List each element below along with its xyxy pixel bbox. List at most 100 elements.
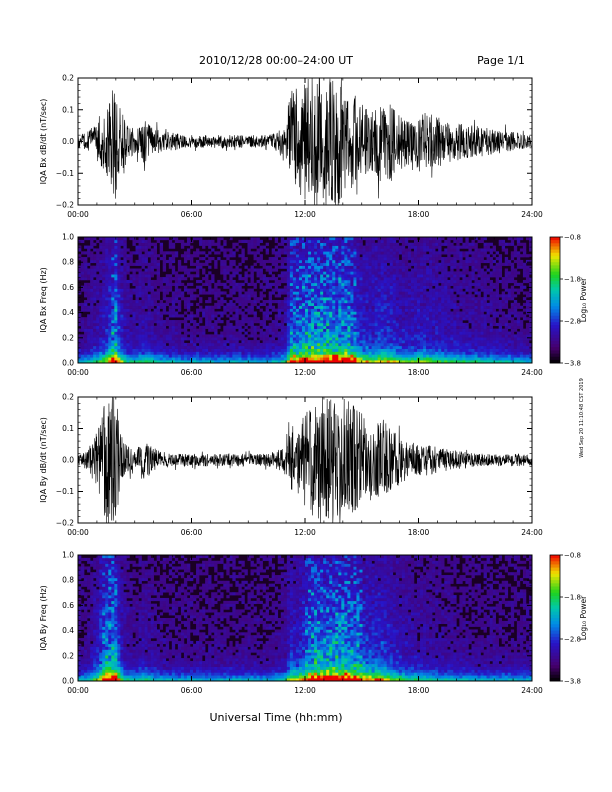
spectrogram-cell	[401, 279, 406, 284]
spectrogram-cell	[459, 325, 463, 329]
spectrogram-cell	[108, 265, 112, 269]
spectrogram-cell	[407, 348, 412, 352]
spectrogram-cell	[90, 237, 94, 241]
spectrogram-cell	[81, 340, 85, 344]
spectrogram-cell	[365, 334, 369, 338]
spectrogram-cell	[244, 271, 248, 275]
spectrogram-cell	[117, 291, 121, 295]
spectrogram-cell	[365, 268, 369, 272]
spectrogram-cell	[401, 328, 406, 332]
spectrogram-cell	[189, 294, 194, 298]
spectrogram-cell	[456, 239, 460, 244]
spectrogram-cell	[356, 322, 360, 327]
spectrogram-cell	[435, 279, 439, 284]
spectrogram-cell	[147, 328, 151, 332]
spectrogram-cell	[447, 311, 451, 315]
spectrogram-cell	[256, 271, 260, 275]
spectrogram-cell	[168, 285, 173, 289]
spectrogram-cell	[423, 322, 427, 327]
spectrogram-cell	[289, 265, 294, 269]
spectrogram-cell	[259, 320, 263, 324]
spectrogram-cell	[226, 254, 230, 258]
spectrogram-cell	[295, 340, 300, 344]
spectrogram-cell	[162, 268, 167, 272]
spectrogram-cell	[153, 317, 157, 321]
spectrogram-cell	[344, 297, 348, 301]
spectrogram-cell	[432, 357, 436, 361]
spectrogram-cell	[292, 277, 297, 281]
spectrogram-cell	[238, 282, 242, 286]
spectrogram-cell	[93, 357, 97, 361]
spectrogram-cell	[311, 354, 315, 358]
spectrogram-cell	[117, 265, 121, 269]
spectrogram-cell	[217, 340, 221, 344]
spectrogram-cell	[90, 328, 94, 332]
spectrogram-cell	[108, 317, 112, 321]
spectrogram-cell	[441, 271, 445, 275]
spectrogram-cell	[432, 262, 436, 266]
spectrogram-cell	[365, 311, 369, 315]
spectrogram-cell	[413, 311, 418, 315]
spectrogram-cell	[238, 320, 242, 324]
spectrogram-cell	[423, 305, 427, 309]
spectrogram-cell	[171, 242, 176, 246]
spectrogram-cell	[371, 271, 375, 275]
spectrogram-cell	[193, 268, 197, 272]
spectrogram-cell	[447, 340, 451, 344]
spectrogram-cell	[235, 248, 239, 252]
spectrogram-cell	[362, 297, 366, 301]
spectrogram-cell	[280, 322, 285, 327]
spectrogram-cell	[347, 308, 351, 312]
spectrogram-cell	[189, 277, 194, 281]
spectrogram-cell	[162, 351, 167, 355]
spectrogram-cell	[247, 345, 251, 349]
spectrogram-cell	[114, 297, 118, 301]
spectrogram-cell	[99, 317, 103, 321]
spectrogram-cell	[223, 351, 227, 355]
spectrogram-cell	[444, 262, 448, 266]
spectrogram-cell	[432, 345, 436, 349]
spectrogram-cell	[362, 265, 366, 269]
spectrogram-cell	[341, 311, 345, 315]
spectrogram-cell	[132, 357, 136, 361]
spectrogram-cell	[150, 317, 154, 321]
spectrogram-cell	[344, 274, 348, 278]
spectrogram-cell	[274, 300, 279, 304]
spectrogram-cell	[420, 331, 424, 335]
spectrogram-cell	[365, 342, 369, 347]
spectrogram-cell	[311, 322, 315, 327]
spectrogram-cell	[189, 317, 194, 321]
spectrogram-cell	[129, 305, 133, 309]
spectrogram-cell	[108, 302, 112, 307]
spectrogram-cell	[232, 340, 236, 344]
spectrogram-cell	[429, 251, 433, 255]
spectrogram-cell	[365, 248, 369, 252]
spectrogram-cell	[286, 245, 291, 249]
spectrogram-cell	[332, 257, 336, 261]
spectrogram-cell	[308, 322, 312, 327]
spectrogram-cell	[117, 337, 121, 341]
spectrogram-cell	[338, 325, 342, 329]
spectrogram-cell	[456, 279, 460, 284]
spectrogram-cell	[459, 322, 463, 327]
spectrogram-cell	[105, 259, 109, 264]
spectrogram-cell	[395, 279, 400, 284]
spectrogram-cell	[132, 300, 136, 304]
spectrogram-cell	[262, 302, 266, 307]
spectrogram-cell	[147, 271, 151, 275]
spectrogram-cell	[444, 282, 448, 286]
spectrogram-cell	[186, 257, 191, 261]
spectrogram-cell	[326, 348, 330, 352]
spectrogram-cell	[120, 354, 124, 358]
spectrogram-cell	[202, 351, 206, 355]
spectrogram-cell	[407, 248, 412, 252]
spectrogram-cell	[377, 300, 381, 304]
spectrogram-cell	[99, 237, 103, 241]
spectrogram-cell	[235, 282, 239, 286]
spectrogram-cell	[423, 274, 427, 278]
spectrogram-cell	[323, 248, 327, 252]
spectrogram-cell	[401, 237, 406, 241]
spectrogram-cell	[111, 271, 115, 275]
spectrogram-cell	[283, 277, 288, 281]
spectrogram-cell	[247, 248, 251, 252]
